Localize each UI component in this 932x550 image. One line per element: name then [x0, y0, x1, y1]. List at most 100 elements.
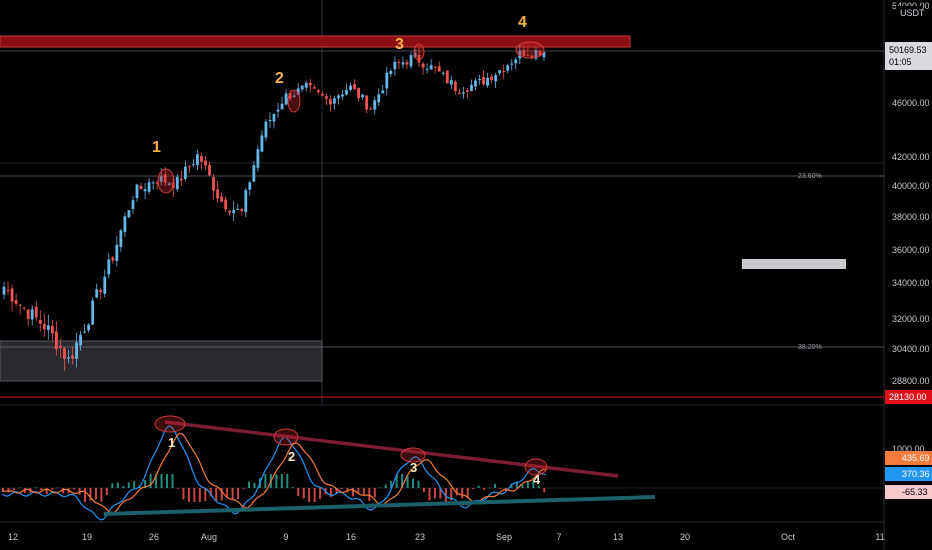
price-tick: 36000.00	[892, 245, 930, 255]
signal-value-tag	[885, 451, 932, 465]
candle-body	[107, 259, 111, 275]
candle-body	[526, 54, 530, 56]
histogram-bar	[155, 474, 158, 488]
histogram-bar	[209, 488, 212, 497]
support-zone[interactable]	[0, 340, 323, 382]
price-tick: 46000.00	[892, 98, 930, 108]
histogram-bar	[84, 488, 87, 502]
candle-body	[38, 319, 42, 324]
candle-body	[208, 164, 211, 176]
histogram-bar	[7, 488, 10, 493]
candle-body	[71, 355, 74, 359]
candle-body	[280, 103, 284, 110]
candle-body	[224, 199, 228, 210]
candle-body	[353, 84, 357, 90]
candle-body	[46, 325, 50, 330]
price-axis[interactable]: 54000.00 USDT 46000.00 42000.00 40000.00…	[885, 1, 932, 499]
candle-body	[453, 81, 457, 92]
candle-body	[445, 70, 449, 84]
candle-body	[510, 63, 514, 65]
candle-body	[308, 82, 312, 86]
candle-body	[490, 76, 494, 81]
histogram-bar	[537, 485, 540, 488]
ind-label-2: 2	[288, 449, 295, 464]
current-price: 50169.53	[889, 45, 927, 55]
wave-label-2: 2	[275, 70, 284, 87]
candle-body	[268, 120, 272, 122]
histogram-bar	[2, 488, 4, 491]
histogram-bar	[335, 488, 338, 494]
candle-body	[385, 72, 389, 89]
histogram-bar	[182, 488, 185, 500]
histogram-bar	[100, 488, 103, 502]
candle-body	[30, 309, 34, 320]
candle-body	[337, 95, 340, 99]
histogram-bar	[330, 488, 333, 498]
candle-body	[542, 52, 546, 58]
time-axis[interactable]: 12 19 26 Aug 9 16 23 Sep 7 13 20 Oct 11	[8, 532, 885, 542]
histogram-bar	[275, 474, 278, 488]
resistance-zone[interactable]	[0, 35, 631, 48]
histogram-bar	[45, 488, 48, 495]
histogram-bar	[406, 476, 409, 488]
fib-levels[interactable]: 23.60% 38.20%	[0, 173, 884, 351]
histogram-bar	[237, 488, 240, 499]
histogram-bar	[515, 481, 518, 488]
histogram-bar	[122, 485, 125, 488]
candle-body	[91, 300, 95, 325]
ind-label-1: 1	[168, 435, 175, 450]
candle-body	[413, 52, 417, 57]
macd-value: 370.36	[902, 469, 930, 479]
histogram-bar	[450, 488, 453, 501]
candle-body	[135, 184, 139, 199]
ind-circle-4	[524, 458, 548, 476]
candle-body	[365, 95, 369, 110]
price-wave-markers	[157, 41, 545, 194]
time-tick: Sep	[496, 532, 512, 542]
candle-body	[482, 76, 485, 85]
wave-label-1: 1	[152, 139, 161, 156]
histogram-bar	[466, 488, 469, 499]
candle-body	[151, 182, 155, 184]
candle-body	[14, 300, 18, 304]
candle-body	[196, 154, 199, 166]
candle-body	[179, 178, 183, 181]
histogram-bar	[242, 488, 245, 489]
candle-body	[377, 94, 381, 103]
currency-badge[interactable]: USDT	[900, 8, 925, 18]
descending-trendline[interactable]	[164, 420, 619, 478]
candle-body	[409, 55, 413, 67]
histogram-bar	[379, 487, 382, 489]
candle-body	[486, 77, 489, 86]
support-trendline[interactable]	[103, 495, 656, 516]
candle-body	[260, 135, 264, 152]
histogram-bar	[543, 488, 546, 493]
time-tick: 9	[283, 532, 288, 542]
candle-body	[506, 65, 510, 71]
histogram-bar	[111, 483, 114, 488]
candle-body	[349, 85, 352, 90]
histogram-bar	[428, 488, 431, 501]
macd-indicator[interactable]: 1 2 3 4	[0, 415, 884, 521]
histogram-bar	[220, 488, 223, 501]
candle-body	[111, 257, 115, 261]
histogram-bar	[280, 474, 283, 488]
histogram-bar	[166, 474, 169, 488]
histogram-bar	[51, 488, 54, 490]
candle-body	[63, 348, 66, 359]
price-tick: 34000.00	[892, 278, 930, 288]
histogram-bar	[461, 488, 464, 499]
time-tick: 13	[613, 532, 623, 542]
candle-body	[159, 176, 163, 182]
histogram-bar	[264, 474, 267, 488]
candle-body	[292, 95, 296, 97]
candle-body	[87, 324, 91, 331]
candle-body	[163, 174, 167, 183]
histogram-bar	[362, 488, 365, 495]
histogram-bar	[226, 488, 229, 497]
candle-body	[429, 65, 433, 70]
candle-body	[18, 304, 22, 306]
candle-body	[248, 182, 252, 190]
gray-rectangle-drawing[interactable]	[742, 259, 846, 269]
